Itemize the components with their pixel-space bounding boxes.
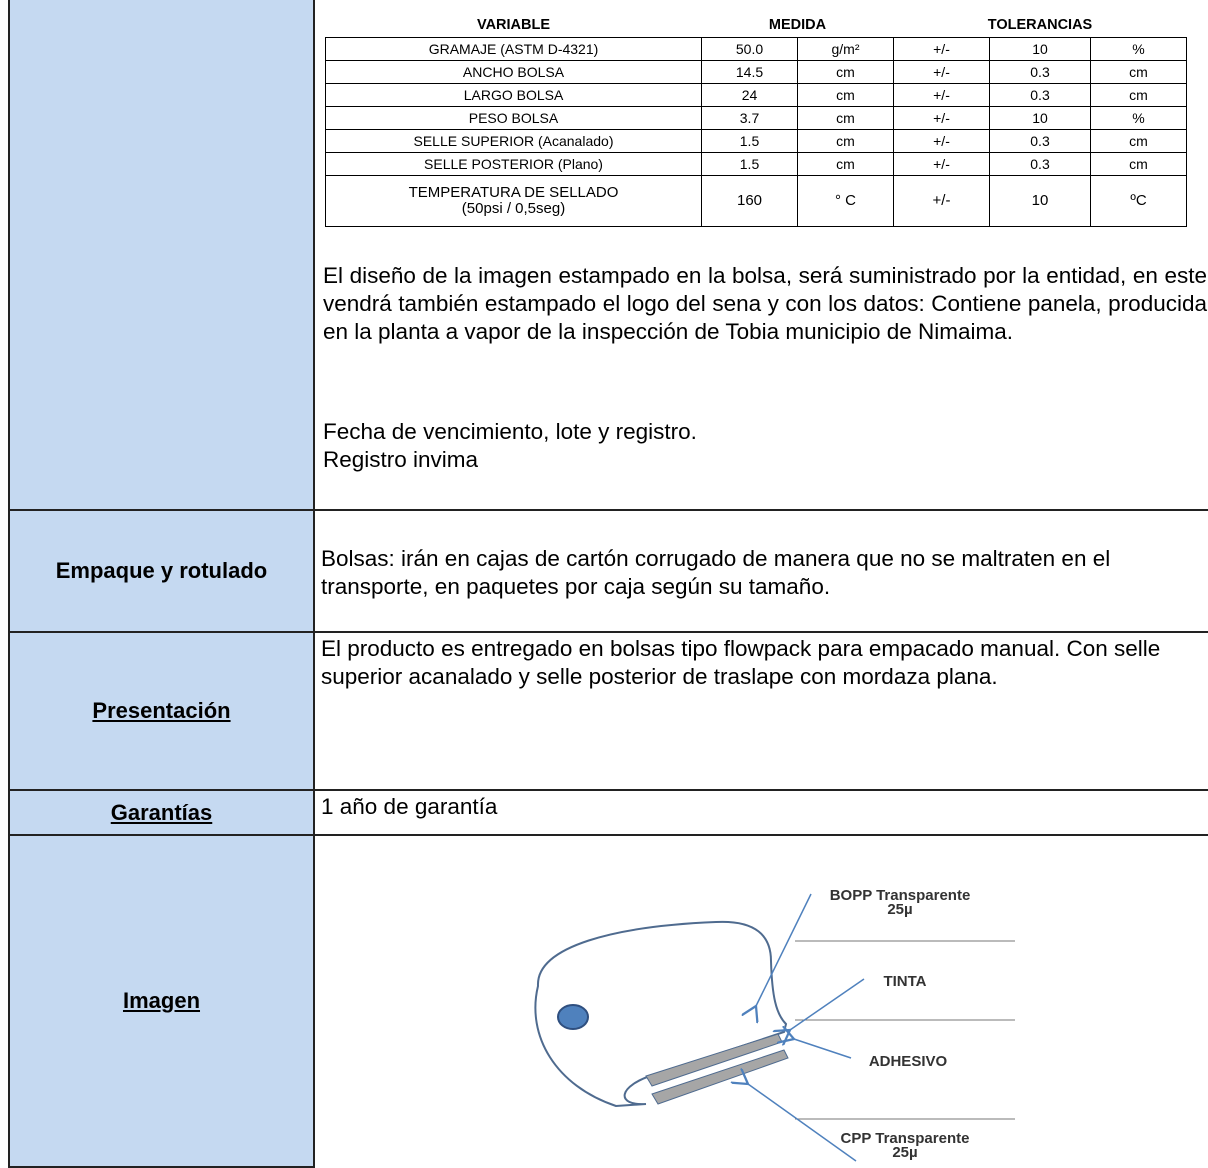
table-cell: GRAMAJE (ASTM D-4321): [325, 37, 702, 61]
table-cell: cm: [797, 60, 894, 84]
table-cell: cm: [797, 129, 894, 153]
table-cell: cm: [1090, 152, 1187, 176]
table-cell: 10: [989, 37, 1091, 61]
table-cell: TEMPERATURA DE SELLADO (50psi / 0,5seg): [325, 175, 702, 227]
paragraph: Bolsas: irán en cajas de cartón corrugad…: [321, 546, 1111, 599]
text-cell: El producto es entregado en bolsas tipo …: [315, 633, 1208, 791]
table-cell: g/m²: [797, 37, 894, 61]
paragraph: Fecha de vencimiento, lote y registro. R…: [323, 419, 697, 472]
label: Imagen: [122, 988, 201, 1013]
table-cell: +/-: [893, 106, 990, 130]
table-cell: cm: [1090, 83, 1187, 107]
table-cell: 0.3: [989, 129, 1091, 153]
diagram-label: 25µ: [892, 1144, 917, 1161]
table-row: GRAMAJE (ASTM D-4321) 50.0 g/m² +/- 10%: [325, 37, 1187, 61]
table-cell: +/-: [893, 60, 990, 84]
table-cell: +/-: [893, 83, 990, 107]
table-cell: 0.3: [989, 83, 1091, 107]
table-cell: 14.5: [701, 60, 798, 84]
layer: [651, 1049, 789, 1105]
table-cell: cm: [797, 152, 894, 176]
diagram-label: BOPP Transparente: [830, 887, 971, 904]
table-cell: 50.0: [701, 37, 798, 61]
text-cell: 1 año de garantía: [315, 791, 1208, 836]
paragraph: El diseño de la imagen estampado en la b…: [323, 263, 1207, 344]
table-row: PESO BOLSA 3.7 cm +/- 10%: [325, 106, 1187, 130]
table-cell: +/-: [893, 152, 990, 176]
header-cell: VARIABLE: [325, 13, 702, 38]
table-cell: 0.3: [989, 152, 1091, 176]
spec-table: VARIABLE MEDIDA TOLERANCIAS GRAMAJE (ASTM D…: [325, 13, 1187, 227]
diagram-label: 25µ: [887, 901, 912, 918]
label: Presentación: [92, 698, 231, 723]
roll: [534, 920, 788, 1108]
diagram-label: TINTA: [883, 973, 926, 990]
table-cell: 3.7: [701, 106, 798, 130]
table-cell: SELLE SUPERIOR (Acanalado): [325, 129, 702, 153]
label-cell: [8, 0, 315, 511]
header-cell: TOLERANCIAS: [893, 13, 1187, 38]
table-row: ANCHO BOLSA 14.5 cm +/- 0.3 cm: [325, 60, 1187, 84]
table-cell: 0.3: [989, 60, 1091, 84]
table-cell: ºC: [1090, 175, 1187, 227]
arrow: [748, 1084, 857, 1162]
paragraph: El producto es entregado en bolsas tipo …: [321, 636, 1161, 689]
table-cell: 160: [701, 175, 798, 227]
label-cell: Imagen: [8, 836, 315, 1168]
table-cell: ° C: [797, 175, 894, 227]
table-cell: cm: [797, 106, 894, 130]
diagram-label: CPP Transparente: [841, 1130, 970, 1147]
diagram-label: ADHESIVO: [869, 1053, 948, 1070]
label: Garantías: [110, 799, 213, 825]
table-cell: cm: [797, 83, 894, 107]
table-cell: 10: [989, 175, 1091, 227]
roll-core: [557, 1004, 589, 1030]
header-cell: MEDIDA: [701, 13, 894, 38]
header-row: VARIABLE MEDIDA TOLERANCIAS: [325, 13, 1187, 38]
table-cell: +/-: [893, 37, 990, 61]
table-row: LARGO BOLSA 24 cm +/- 0.3 cm: [325, 83, 1187, 107]
table-row: TEMPERATURA DE SELLADO (50psi / 0,5seg) 1…: [325, 175, 1187, 227]
table-cell: 1.5: [701, 152, 798, 176]
arrow: [794, 1039, 852, 1059]
diagram: BOPP Transparente 25µ TINTA ADHESIVO CPP…: [534, 887, 1015, 1162]
label-cell: Presentación: [8, 633, 315, 791]
table-cell: PESO BOLSA: [325, 106, 702, 130]
label-cell: Empaque y rotulado: [8, 511, 315, 633]
paragraph: 1 año de garantía: [321, 794, 498, 819]
table-cell: 10: [989, 106, 1091, 130]
table-cell: %: [1090, 106, 1187, 130]
table-row: SELLE SUPERIOR (Acanalado) 1.5 cm +/- 0.3 cm: [325, 129, 1187, 153]
arrow: [790, 978, 865, 1030]
table-cell: +/-: [893, 129, 990, 153]
arrow: [756, 893, 812, 1006]
table-cell: %: [1090, 37, 1187, 61]
spec-cell: El diseño de la imagen estampado en la b…: [315, 0, 1208, 511]
table-cell: 1.5: [701, 129, 798, 153]
label: Empaque y rotulado: [55, 558, 268, 583]
text-cell: Bolsas: irán en cajas de cartón corrugad…: [315, 511, 1208, 633]
table-cell: LARGO BOLSA: [325, 83, 702, 107]
table-cell: ANCHO BOLSA: [325, 60, 702, 84]
table-cell: 24: [701, 83, 798, 107]
table-cell: cm: [1090, 60, 1187, 84]
table-row: SELLE POSTERIOR (Plano) 1.5 cm +/- 0.3 cm: [325, 152, 1187, 176]
label-cell: Garantías: [8, 791, 315, 836]
table-cell: +/-: [893, 175, 990, 227]
table-cell: SELLE POSTERIOR (Plano): [325, 152, 702, 176]
table-cell: cm: [1090, 129, 1187, 153]
